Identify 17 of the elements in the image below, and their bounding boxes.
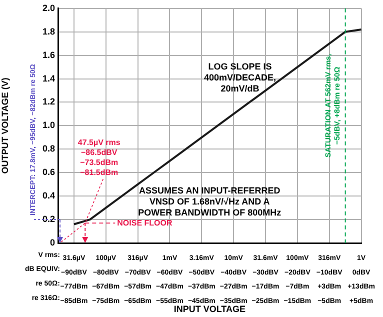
y-tick-label: 0.2	[42, 214, 55, 224]
y-tick-label: 1.6	[42, 50, 55, 60]
y-tick-label: 0.8	[42, 144, 55, 154]
y-tick-label: 0.6	[42, 167, 55, 178]
y-tick-label: 0.4	[42, 190, 55, 201]
y-tick-label: 1.2	[42, 96, 55, 107]
y-tick-label: 1.4	[42, 73, 55, 84]
x-axis-title: INPUT VOLTAGE	[174, 304, 246, 314]
y-axis-title: OUTPUT VOLTAGE (V)	[0, 78, 10, 174]
annotation: ASSUMES AN INPUT-REFERRED VNSD OF 1.68nV/√Hz AND A POWER BANDWIDTH OF 800MHz	[138, 186, 282, 218]
y-tick-label: 2.0	[42, 2, 55, 13]
ref-line-label: NOISE FLOOR	[117, 218, 172, 228]
annotation: LOG SLOPE IS 400mV/DECADE, 20mV/dB	[204, 61, 276, 94]
annotation: 47.5µV rms −86.5dBV −73.5dBm −81.5dBm	[78, 138, 121, 178]
y-tick-label: 1.0	[42, 120, 55, 130]
y-tick-label: 0	[50, 237, 55, 248]
y-tick-label: 1.8	[42, 26, 55, 36]
